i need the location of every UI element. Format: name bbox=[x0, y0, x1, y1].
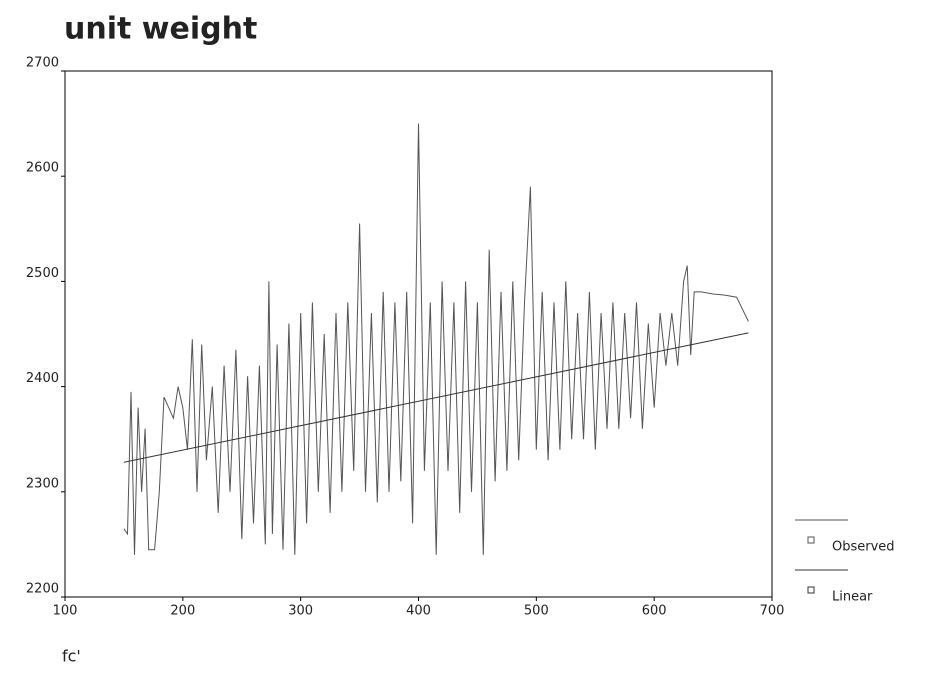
x-axis-label: fc' bbox=[62, 647, 81, 666]
chart-title: unit weight bbox=[64, 12, 257, 47]
y-tick-label: 2200 bbox=[26, 582, 59, 597]
legend-swatch bbox=[807, 586, 815, 594]
x-tick-label: 600 bbox=[642, 604, 667, 619]
legend-label: Linear bbox=[832, 590, 873, 605]
x-tick-label: 100 bbox=[53, 604, 78, 619]
y-tick-label: 2400 bbox=[26, 371, 59, 386]
y-tick-label: 2700 bbox=[26, 56, 59, 71]
x-tick-label: 200 bbox=[170, 604, 195, 619]
x-tick-label: 500 bbox=[524, 604, 549, 619]
y-tick-label: 2300 bbox=[26, 476, 59, 491]
legend-label: Observed bbox=[832, 540, 895, 555]
x-tick-label: 400 bbox=[406, 604, 431, 619]
legend-swatch bbox=[807, 536, 815, 544]
y-tick-label: 2600 bbox=[26, 161, 59, 176]
y-tick-label: 2500 bbox=[26, 266, 59, 281]
x-tick-label: 700 bbox=[760, 604, 785, 619]
series-line bbox=[123, 332, 749, 463]
x-tick-label: 300 bbox=[288, 604, 313, 619]
series-line bbox=[123, 123, 749, 555]
